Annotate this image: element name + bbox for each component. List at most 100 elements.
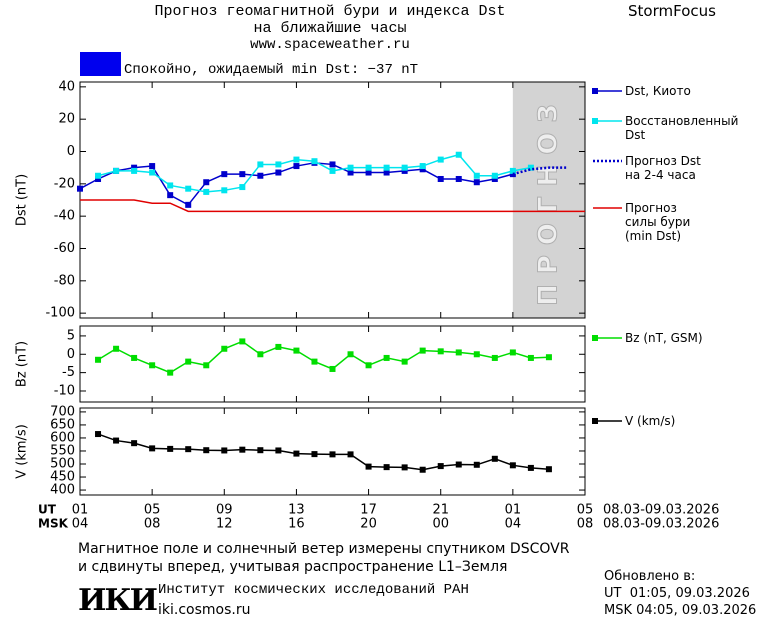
- series-marker: [491, 455, 498, 462]
- series-marker: [473, 179, 480, 186]
- series-marker: [113, 345, 120, 352]
- series-marker: [401, 464, 408, 471]
- y-tick-label: -5: [62, 365, 75, 380]
- x-date-range: 08.03-09.03.2026: [603, 517, 719, 532]
- x-tick-label-msk: 08: [577, 517, 594, 532]
- updated-msk: MSK 04:05, 09.03.2026: [604, 603, 757, 618]
- y-tick-label: 40: [58, 79, 75, 94]
- series-marker: [491, 354, 498, 361]
- series-marker: [347, 169, 354, 176]
- series-marker: [527, 354, 534, 361]
- x-tick-label-msk: 20: [360, 517, 377, 532]
- series-marker: [347, 351, 354, 358]
- y-axis-label: Dst (nT): [15, 174, 30, 226]
- series-marker: [383, 169, 390, 176]
- x-date-range: 08.03-09.03.2026: [603, 503, 719, 518]
- series-marker: [131, 354, 138, 361]
- series-marker: [167, 369, 174, 376]
- series-marker: [131, 167, 138, 174]
- series-marker: [383, 464, 390, 471]
- x-tick-label-msk: 16: [288, 517, 305, 532]
- series-marker: [473, 351, 480, 358]
- series-marker: [473, 172, 480, 179]
- series-marker: [275, 343, 282, 350]
- x-tick-label-msk: 04: [72, 517, 89, 532]
- series-marker: [437, 175, 444, 182]
- series-marker: [257, 351, 264, 358]
- series-marker: [419, 163, 426, 170]
- series-marker: [131, 440, 138, 447]
- legend-label: Bz (nT, GSM): [625, 331, 703, 345]
- y-tick-label: 400: [50, 483, 75, 498]
- y-tick-label: 450: [50, 470, 75, 485]
- y-tick-label: -40: [54, 209, 75, 224]
- series-marker: [221, 187, 228, 194]
- series-marker: [203, 362, 210, 369]
- x-tick-label: 09: [216, 503, 233, 518]
- series-marker: [293, 163, 300, 170]
- legend-marker: [592, 335, 598, 341]
- series-marker: [329, 365, 336, 372]
- institute: Институт космических исследований РАН: [158, 582, 469, 598]
- series-marker: [437, 156, 444, 163]
- x-tick-label: 01: [72, 503, 89, 518]
- y-tick-label: 700: [50, 404, 75, 419]
- series-marker: [239, 184, 246, 191]
- plot-frame: [79, 407, 586, 496]
- series-marker: [491, 172, 498, 179]
- y-tick-label: 20: [58, 112, 75, 127]
- series-marker: [383, 164, 390, 171]
- series-marker: [455, 461, 462, 468]
- legend-marker: [592, 418, 598, 424]
- x-tick-label: 17: [360, 503, 377, 518]
- series-line: [97, 433, 549, 471]
- series-marker: [149, 362, 156, 369]
- series-marker: [491, 175, 498, 182]
- y-tick-label: 550: [50, 443, 75, 458]
- series-marker: [437, 463, 444, 470]
- series-marker: [203, 447, 210, 454]
- series-marker: [365, 169, 372, 176]
- legend-marker: [592, 118, 598, 124]
- series-marker: [545, 466, 552, 473]
- y-tick-label: 650: [50, 417, 75, 432]
- x-tick-label: 21: [432, 503, 449, 518]
- y-tick-label: 0: [67, 144, 75, 159]
- y-tick-label: -80: [54, 273, 75, 288]
- legend-label: V (km/s): [625, 414, 676, 428]
- updated-ut: UT 01:05, 09.03.2026: [604, 586, 750, 601]
- plot-frame: [79, 81, 586, 319]
- x-tick-label: 13: [288, 503, 305, 518]
- series-marker: [185, 358, 192, 365]
- series-marker: [149, 445, 156, 452]
- y-tick-label: 500: [50, 457, 75, 472]
- series-marker: [545, 354, 552, 361]
- x-tick-label-msk: 08: [144, 517, 161, 532]
- series-marker: [293, 347, 300, 354]
- series-marker: [509, 167, 516, 174]
- series-marker: [275, 161, 282, 168]
- series-marker: [221, 447, 228, 454]
- forecast-label: ПРОГНОЗ: [533, 94, 563, 306]
- y-tick-label: 5: [67, 328, 75, 343]
- y-axis-label: Bz (nT): [15, 341, 30, 387]
- series-line: [512, 166, 567, 176]
- series-marker: [185, 446, 192, 453]
- series-marker: [131, 164, 138, 171]
- series-marker: [509, 462, 516, 469]
- series-marker: [365, 164, 372, 171]
- logo: ИКИ: [78, 583, 158, 618]
- series-line: [97, 340, 549, 374]
- series-marker: [167, 182, 174, 189]
- series-marker: [149, 163, 156, 170]
- series-marker: [185, 185, 192, 192]
- series-marker: [347, 451, 354, 458]
- series-marker: [455, 175, 462, 182]
- series-marker: [311, 451, 318, 458]
- series-marker: [401, 358, 408, 365]
- x-tick-label: 05: [144, 503, 161, 518]
- series-line: [79, 162, 514, 206]
- y-tick-label: -60: [54, 241, 75, 256]
